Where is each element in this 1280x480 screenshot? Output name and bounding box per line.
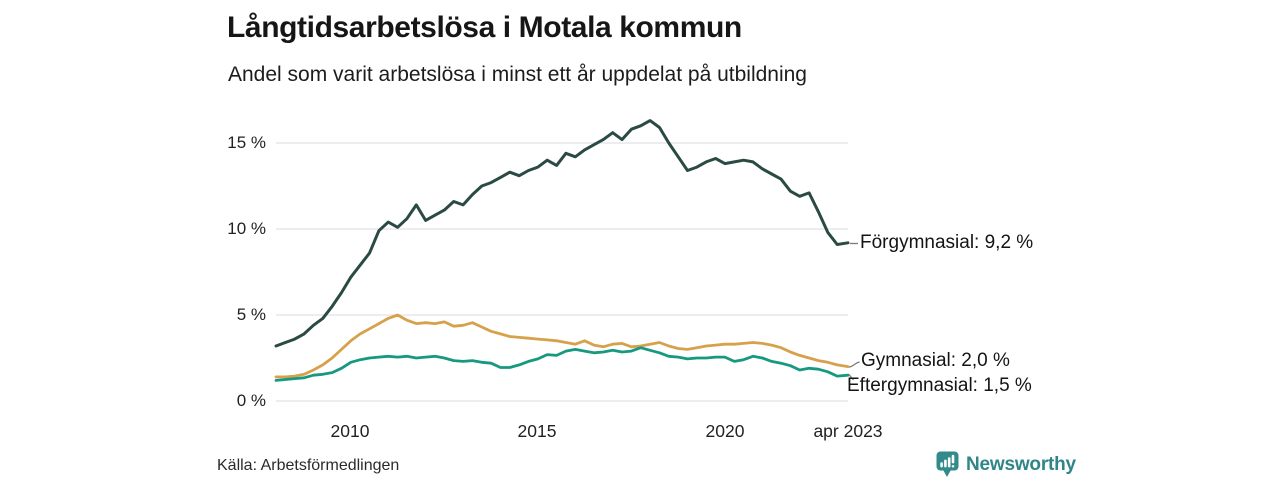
series-end-label-forgymnasial: Förgymnasial: 9,2 % xyxy=(860,232,1034,253)
chart-subtitle: Andel som varit arbetslösa i minst ett å… xyxy=(228,63,807,86)
ytick-5: 5 % xyxy=(236,305,266,324)
series-line-forgymnasial xyxy=(274,119,850,348)
newsworthy-brand-name: Newsworthy xyxy=(966,453,1076,475)
xtick-2020: 2020 xyxy=(705,421,745,441)
xtick-2010: 2010 xyxy=(330,421,370,441)
label-connectors xyxy=(848,242,860,381)
newsworthy-badge-icon xyxy=(936,451,959,477)
label-connector-gymnasial xyxy=(848,361,860,368)
ytick-0: 0 % xyxy=(236,391,266,410)
newsworthy-brand-link[interactable]: Newsworthy xyxy=(936,451,1076,478)
series-end-label-gymnasial: Gymnasial: 2,0 % xyxy=(861,350,1010,371)
ytick-10: 10 % xyxy=(227,219,266,238)
xtick-apr-2023: apr 2023 xyxy=(813,421,883,441)
chart-title: Långtidsarbetslösa i Motala kommun xyxy=(227,11,742,44)
series-end-label-eftergymnasial: Eftergymnasial: 1,5 % xyxy=(847,375,1032,396)
xtick-2015: 2015 xyxy=(517,421,557,441)
series-line-eftergymnasial xyxy=(274,346,850,382)
gridlines xyxy=(276,142,848,402)
source-note: Källa: Arbetsförmedlingen xyxy=(217,457,400,474)
series-line-gymnasial xyxy=(274,313,850,379)
label-connector-eftergymnasial xyxy=(848,373,854,381)
ytick-15: 15 % xyxy=(227,133,266,152)
series-lines xyxy=(274,119,850,382)
